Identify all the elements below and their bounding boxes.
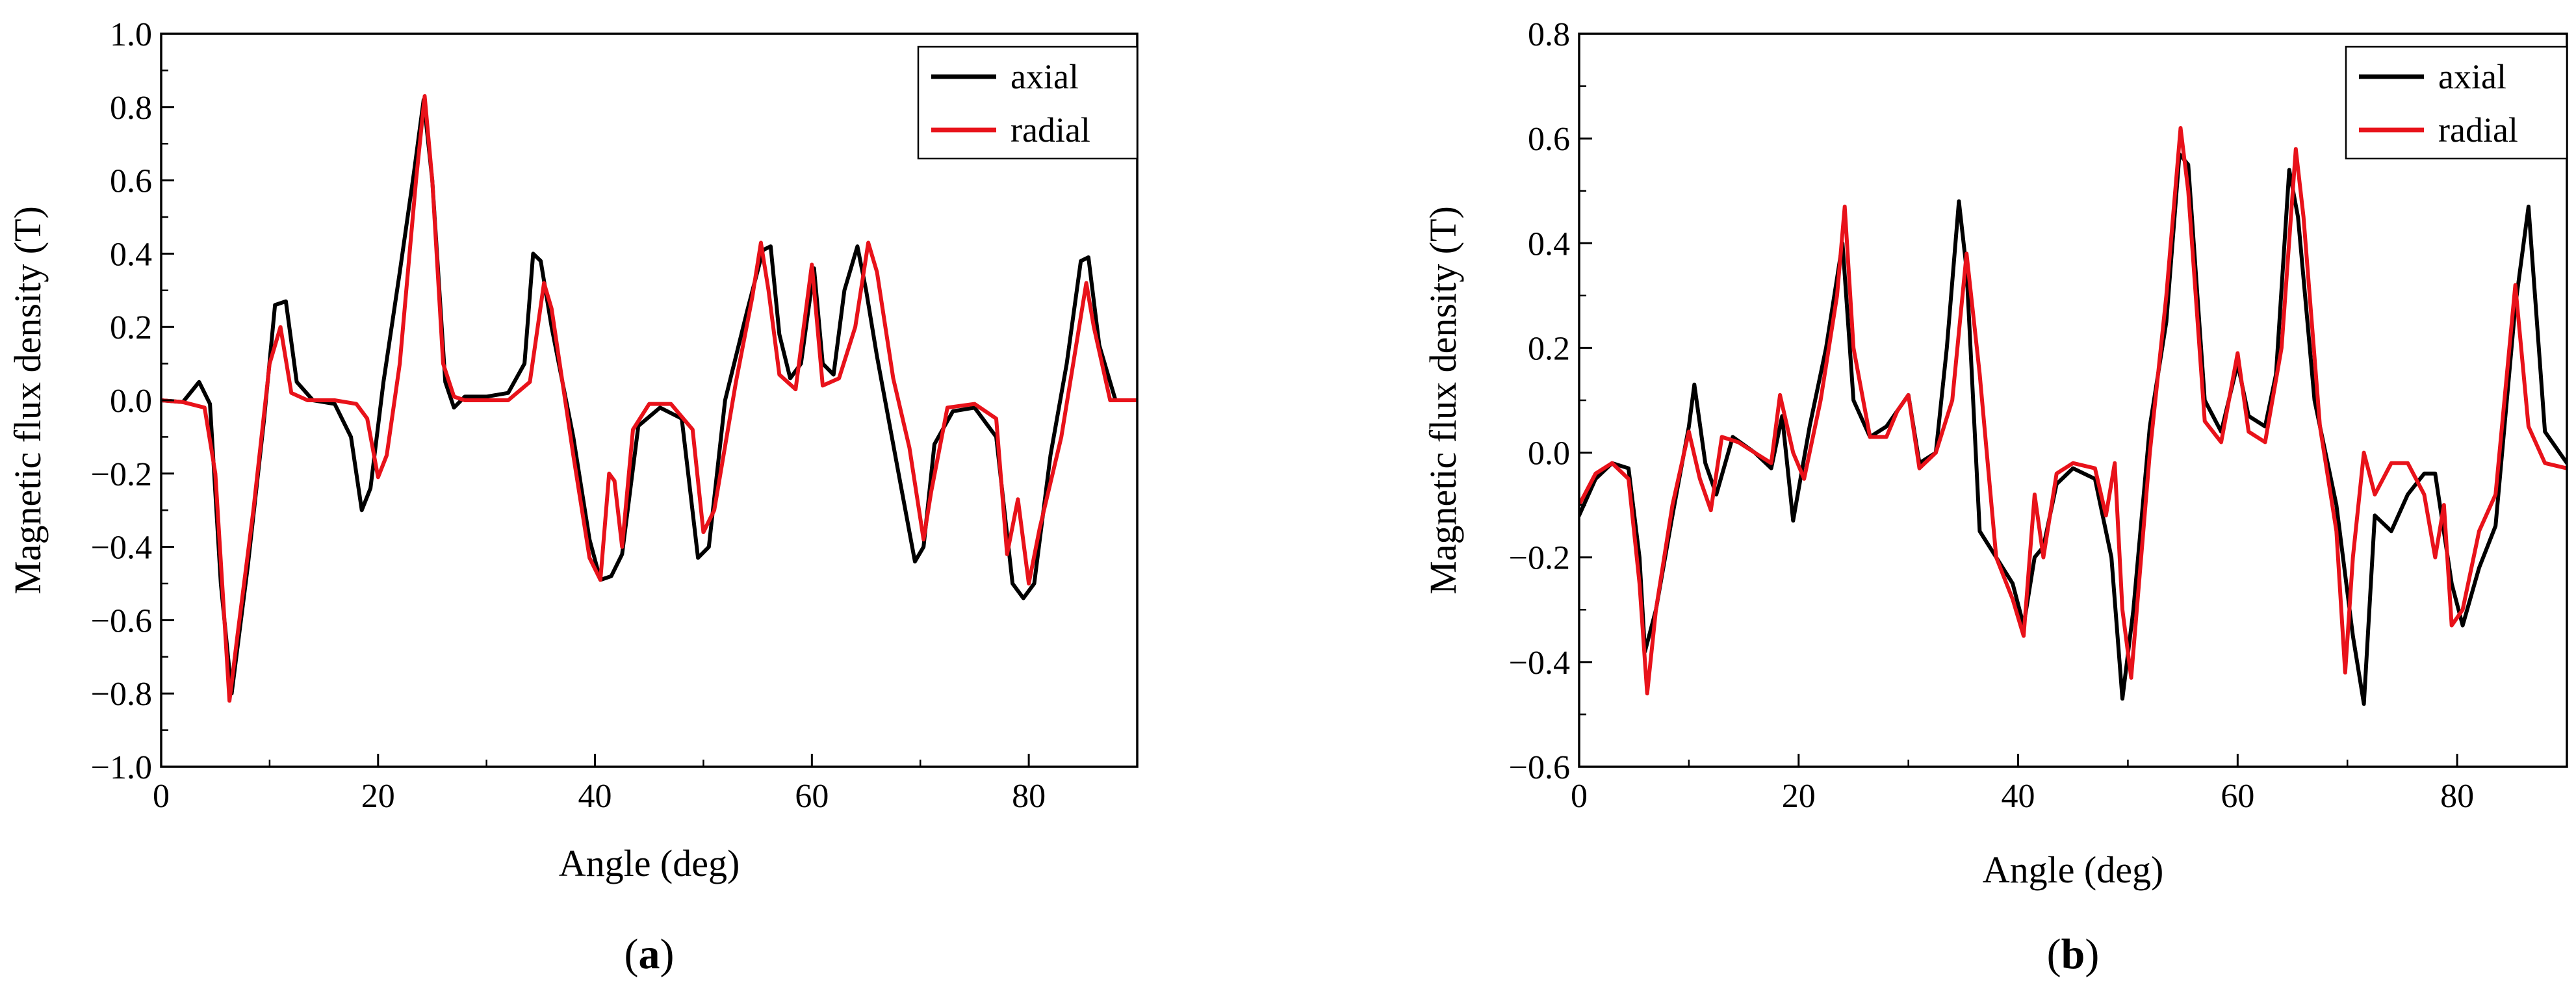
y-tick-label: −0.8 [91, 676, 152, 713]
chart-panel-a: 0 20 40 60 80 −1.0 −0.8 −0.6 −0.4 −0.2 0.0 0.2 0.4 0.… [6, 16, 1139, 978]
x-tick-label: 80 [1012, 778, 1046, 815]
x-tick-label: 40 [578, 778, 612, 815]
x-tick-label: 0 [153, 778, 170, 815]
y-tick-label: −1.0 [91, 749, 152, 786]
legend-box [2345, 45, 2568, 160]
y-tick-label: 0.8 [1528, 16, 1570, 53]
x-tick-label: 60 [2221, 778, 2254, 815]
y-tick-label: 0.0 [110, 383, 152, 420]
x-tick-label: 20 [361, 778, 395, 815]
x-tick-label: 40 [2002, 778, 2035, 815]
x-tick-label: 20 [1782, 778, 1816, 815]
y-tick-label: 0.4 [1528, 225, 1570, 263]
y-tick-label: 0.2 [110, 309, 152, 346]
chart-panel-b: 0 20 40 60 80 −0.6 −0.4 −0.2 0.0 0.2 0.4 0.6 0.8 Angl… [1422, 16, 2568, 978]
legend-label-radial: radial [1011, 110, 1090, 149]
y-tick-label: 0.2 [1528, 330, 1570, 367]
y-tick-label: 0.4 [110, 236, 152, 273]
x-tick-label: 80 [2440, 778, 2474, 815]
y-tick-label: 0.0 [1528, 435, 1570, 472]
y-tick-label: 0.6 [1528, 121, 1570, 158]
y-tick-label: 0.6 [110, 163, 152, 200]
legend-box [917, 45, 1139, 160]
legend: axial radial [917, 45, 1139, 160]
series-line-radial [1579, 126, 2567, 696]
panel-caption-letter: a [639, 931, 660, 978]
y-tick-label: −0.2 [91, 456, 152, 493]
y-axis-title: Magnetic flux density (T) [6, 206, 49, 595]
y-tick-label: −0.6 [91, 602, 152, 639]
series-line-radial [161, 94, 1137, 703]
y-tick-label: −0.4 [1509, 645, 1570, 682]
legend-label-axial: axial [1011, 57, 1079, 96]
x-axis-title: Angle (deg) [1983, 849, 2164, 891]
y-tick-label: 0.8 [110, 90, 152, 127]
x-tick-label: 0 [1571, 778, 1588, 815]
y-tick-label: 1.0 [110, 16, 152, 53]
legend: axial radial [2345, 45, 2568, 160]
y-tick-label: −0.2 [1509, 540, 1570, 577]
legend-label-radial: radial [2438, 110, 2518, 149]
panel-caption: (a) [625, 931, 675, 978]
y-tick-label: −0.4 [91, 530, 152, 567]
series-line-axial [1579, 152, 2567, 706]
y-axis-title: Magnetic flux density (T) [1422, 206, 1464, 595]
panel-caption: (b) [2047, 931, 2100, 978]
x-axis-title: Angle (deg) [559, 842, 740, 884]
panel-caption-letter: b [2061, 931, 2085, 978]
legend-label-axial: axial [2438, 57, 2506, 96]
x-tick-label: 60 [795, 778, 829, 815]
series-line-axial [161, 97, 1137, 696]
y-tick-label: −0.6 [1509, 749, 1570, 786]
